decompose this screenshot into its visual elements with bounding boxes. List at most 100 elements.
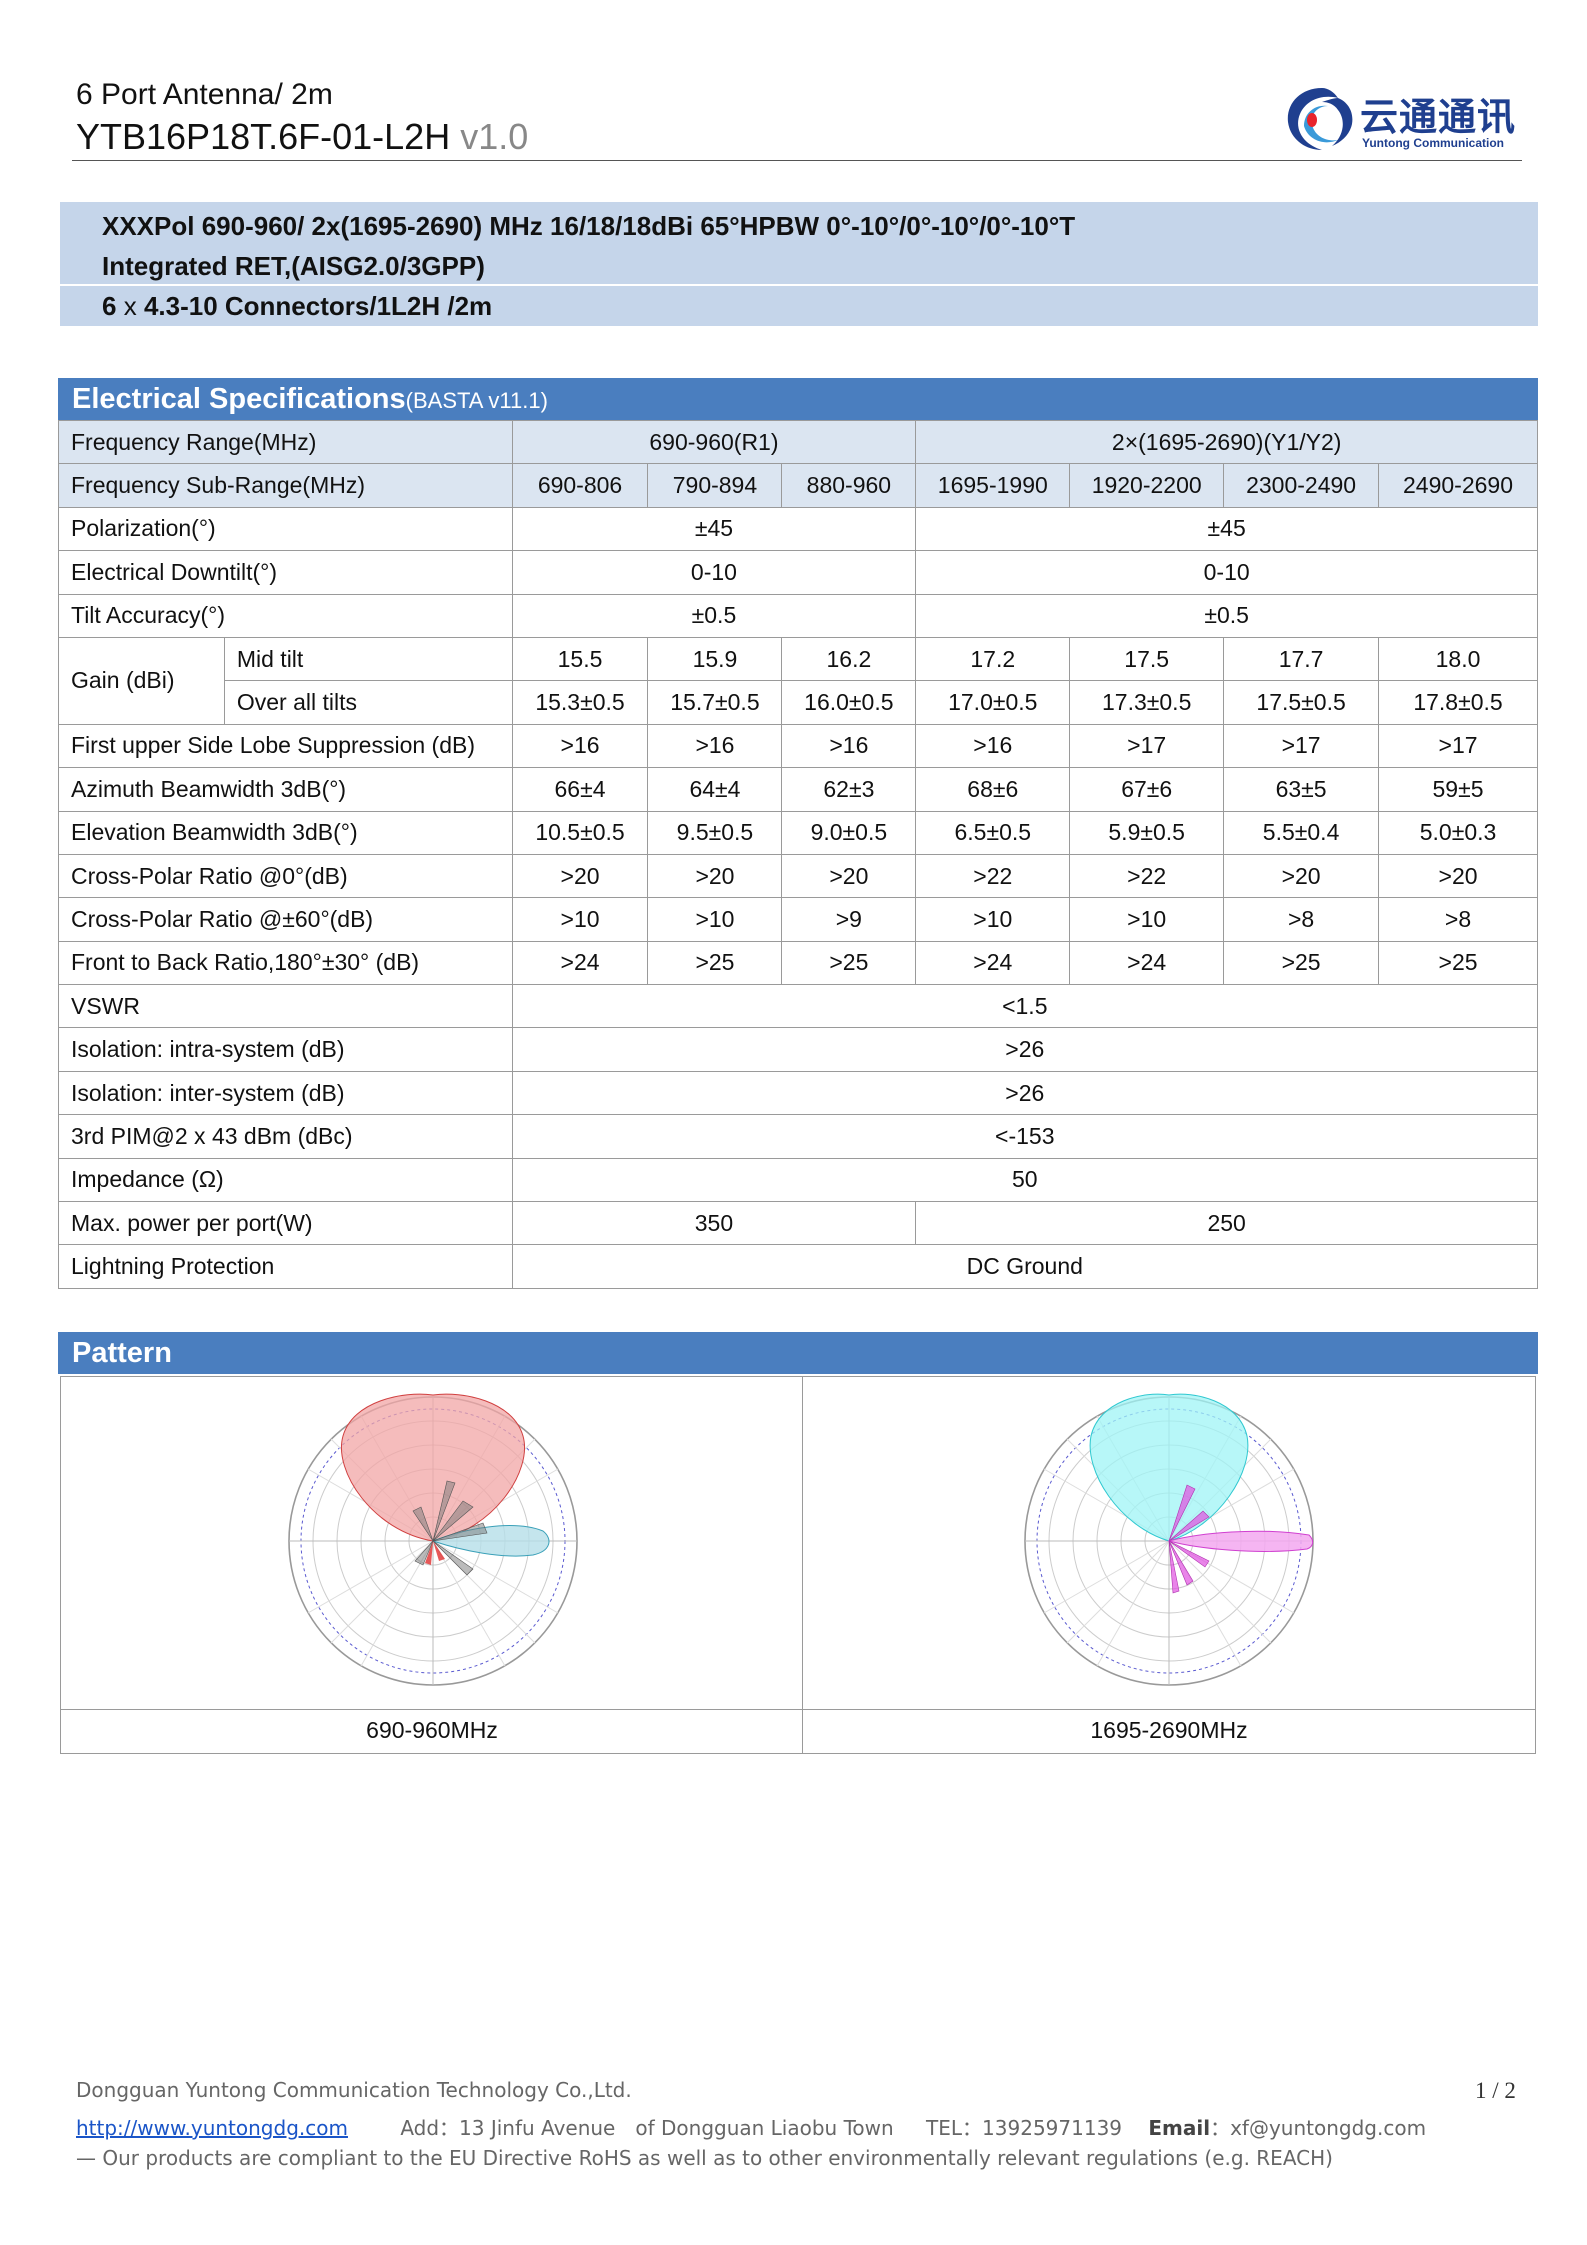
version-label: v1.0 [460,116,529,157]
polar-plot-low-band [288,1393,578,1686]
cell-value: 17.5±0.5 [1223,680,1380,725]
table-row: Polarization(°) ±45 ±45 [58,506,1538,552]
cell-value: <1.5 [511,984,1539,1029]
pattern-caption-high: 1695-2690MHz [1090,1717,1248,1743]
cell-value: >10 [511,897,649,942]
table-row: Cross-Polar Ratio @0°(dB) >20 >20 >20 >2… [58,853,1538,899]
cell-value: 1695-1990 [915,463,1071,508]
table-row: 3rd PIM@2 x 43 dBm (dBc) <-153 [58,1114,1539,1159]
cell-value: 5.0±0.3 [1378,810,1538,855]
row-sublabel: Over all tilts [223,680,513,725]
cell-value: >20 [1223,853,1380,899]
cell-value: ±0.5 [511,593,917,638]
cell-value: 15.5 [511,636,649,682]
cell-value: 18.0 [1378,636,1538,682]
cell-value: 2×(1695-2690)(Y1/Y2) [915,419,1538,465]
cell-value: >24 [1069,940,1225,986]
caption-divider [61,1709,1535,1710]
row-label: Gain (dBi) [58,636,225,725]
electrical-specs-header: Electrical Specifications(BASTA v11.1) [58,378,1538,420]
cell-value: 50 [511,1157,1539,1203]
page-number: 1 / 2 [1475,2078,1516,2103]
summary-band-1: XXXPol 690-960/ 2x(1695-2690) MHz 16/18/… [60,202,1538,284]
cell-value: >25 [781,940,917,986]
row-label: First upper Side Lobe Suppression (dB) [58,723,513,769]
cell-value: ±0.5 [915,593,1538,638]
cell-value: 250 [915,1201,1538,1246]
cell-value: >25 [647,940,783,986]
cell-value: 5.9±0.5 [1069,810,1225,855]
electrical-specs-title: Electrical Specifications [72,383,406,415]
cell-value: >8 [1378,897,1538,942]
row-label: Elevation Beamwidth 3dB(°) [58,810,513,855]
cell-value: 0-10 [915,550,1538,595]
cell-value: 59±5 [1378,767,1538,812]
cell-value: >22 [915,853,1071,899]
cell-value: 2490-2690 [1378,463,1538,508]
cell-value: >17 [1378,723,1538,769]
cell-value: 790-894 [647,463,783,508]
connector-type: 4.3-10 Connectors/1L2H /2m [143,291,493,321]
website-link[interactable]: http://www.yuntongdg.com [76,2116,348,2140]
table-row: Isolation: inter-system (dB) >26 [58,1070,1539,1116]
cell-value: 16.0±0.5 [781,680,917,725]
cell-value: 6.5±0.5 [915,810,1071,855]
model-number: YTB16P18T.6F-01-L2H v1.0 [76,116,528,158]
row-label: Polarization(°) [58,506,513,552]
cell-value: 17.3±0.5 [1069,680,1225,725]
cell-value: ±45 [915,506,1538,552]
cell-value: 880-960 [781,463,917,508]
cell-value: >16 [781,723,917,769]
row-label: Cross-Polar Ratio @0°(dB) [58,853,513,899]
electrical-specs-table: Frequency Range(MHz) 690-960(R1) 2×(1695… [58,419,1539,1289]
cell-value: 17.7 [1223,636,1380,682]
table-row: Frequency Sub-Range(MHz) 690-806 790-894… [58,463,1538,508]
logo-swirl-icon [1287,88,1353,150]
cell-value: >24 [511,940,649,986]
cell-value: >20 [1378,853,1538,899]
cell-value: DC Ground [511,1244,1539,1289]
cell-value: ±45 [511,506,917,552]
row-label: 3rd PIM@2 x 43 dBm (dBc) [58,1114,513,1159]
header-divider [72,160,1522,161]
table-row: Over all tilts 15.3±0.5 15.7±0.5 16.0±0.… [59,680,1538,725]
row-label: Max. power per port(W) [58,1201,513,1246]
row-sublabel: Mid tilt [223,636,513,682]
table-row: Elevation Beamwidth 3dB(°) 10.5±0.5 9.5±… [58,810,1538,855]
cell-value: >20 [511,853,649,899]
cell-value: >22 [1069,853,1225,899]
row-label: Tilt Accuracy(°) [58,593,513,638]
cell-value: 1920-2200 [1069,463,1225,508]
cell-value: 17.8±0.5 [1378,680,1538,725]
cell-value: 68±6 [915,767,1071,812]
footer-company: Dongguan Yuntong Communication Technolog… [76,2078,632,2102]
pattern-title: Pattern [72,1337,172,1369]
cell-value: 0-10 [511,550,917,595]
cell-value: 5.5±0.4 [1223,810,1380,855]
pattern-header: Pattern [58,1332,1538,1374]
cell-value: 690-806 [511,463,649,508]
row-label: VSWR [58,984,513,1029]
cell-value: >16 [915,723,1071,769]
summary-line-2: Integrated RET,(AISG2.0/3GPP) [102,251,485,281]
table-row: Gain (dBi) Mid tilt 15.5 15.9 16.2 17.2 … [58,636,1538,725]
document-title: 6 Port Antenna/ 2m [76,78,333,111]
table-row: Azimuth Beamwidth 3dB(°) 66±4 64±4 62±3 … [58,767,1538,812]
table-row: Max. power per port(W) 350 250 [58,1201,1538,1246]
cell-value: 350 [511,1201,917,1246]
cell-value: 9.5±0.5 [647,810,783,855]
cell-value: >25 [1223,940,1380,986]
pattern-cell-high: 1695-2690MHz [803,1377,1535,1753]
cell-value: 2300-2490 [1223,463,1380,508]
row-label: Frequency Range(MHz) [58,419,513,465]
pattern-caption-low: 690-960MHz [366,1717,498,1743]
cell-value: >25 [1378,940,1538,986]
table-row: Frequency Range(MHz) 690-960(R1) 2×(1695… [58,419,1538,465]
company-logo: 云通通讯 Yuntong Communication [1282,80,1522,158]
cell-value: 64±4 [647,767,783,812]
cell-value: 15.7±0.5 [647,680,783,725]
table-row: First upper Side Lobe Suppression (dB) >… [58,723,1538,769]
polar-plot-high-band [1024,1393,1314,1686]
footer-compliance: — Our products are compliant to the EU D… [76,2146,1333,2170]
cell-value: >16 [647,723,783,769]
